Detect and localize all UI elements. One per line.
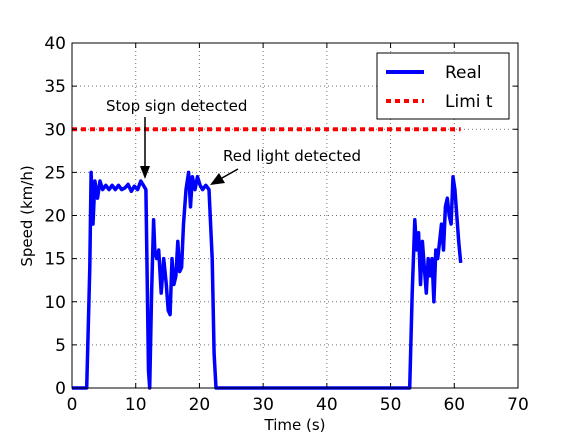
x-tick-label: 10: [125, 395, 147, 415]
annotation-red-light: Red light detected: [223, 147, 361, 165]
x-tick-label: 40: [316, 395, 338, 415]
annotation-red-light-arrowhead: [210, 173, 225, 185]
grid: [72, 43, 518, 388]
legend-box: [376, 52, 510, 120]
y-tick-label: 5: [55, 336, 66, 356]
annotation-red-light-arrow: [221, 168, 239, 179]
y-tick-label: 10: [44, 293, 66, 313]
x-tick-label: 0: [67, 395, 78, 415]
x-tick-label: 70: [507, 395, 529, 415]
annotation-stop-sign: Stop sign detected: [106, 97, 247, 115]
y-tick-label: 15: [44, 250, 66, 270]
y-tick-label: 0: [55, 379, 66, 399]
y-tick-label: 30: [44, 120, 66, 140]
legend: Real Limi t: [376, 52, 510, 120]
x-tick-label: 60: [443, 395, 465, 415]
axis-ticks: 0 10 20 30 40 50 60 70 0 5 10 15 20 25 30 35 40: [44, 34, 528, 415]
annotation-stop-sign-arrowhead: [140, 166, 150, 179]
series-lines: [72, 127, 463, 390]
x-tick-label: 50: [380, 395, 402, 415]
x-tick-label: 30: [252, 395, 274, 415]
annotations: Stop sign detected Red light detected: [106, 97, 361, 185]
x-axis-label: Time (s): [264, 416, 326, 434]
y-tick-label: 20: [44, 207, 66, 227]
y-tick-label: 40: [44, 34, 66, 54]
y-tick-label: 25: [44, 163, 66, 183]
legend-label-limit: Limi t: [445, 92, 493, 112]
legend-label-real: Real: [445, 63, 482, 83]
y-tick-label: 35: [44, 77, 66, 97]
y-axis-label: Speed (km/h): [18, 165, 36, 266]
x-tick-label: 20: [189, 395, 211, 415]
series-line-real: [72, 170, 463, 390]
